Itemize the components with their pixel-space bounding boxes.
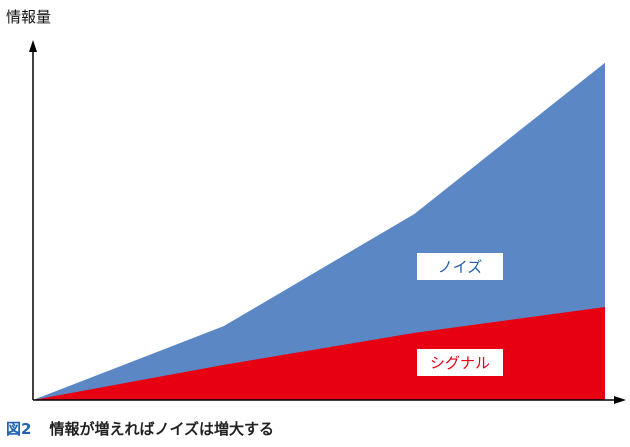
area-signal — [33, 306, 605, 400]
figure-number: 図2 — [6, 420, 32, 438]
x-axis-arrow-icon — [614, 396, 626, 404]
area-noise — [33, 62, 605, 400]
y-axis-label: 情報量 — [6, 8, 52, 26]
noise-label: ノイズ — [417, 253, 503, 280]
y-axis-arrow-icon — [29, 40, 37, 52]
signal-label: シグナル — [417, 349, 503, 376]
figure-caption: 図2 情報が増えればノイズは増大する — [6, 418, 274, 439]
caption-text: 情報が増えればノイズは増大する — [49, 420, 274, 438]
